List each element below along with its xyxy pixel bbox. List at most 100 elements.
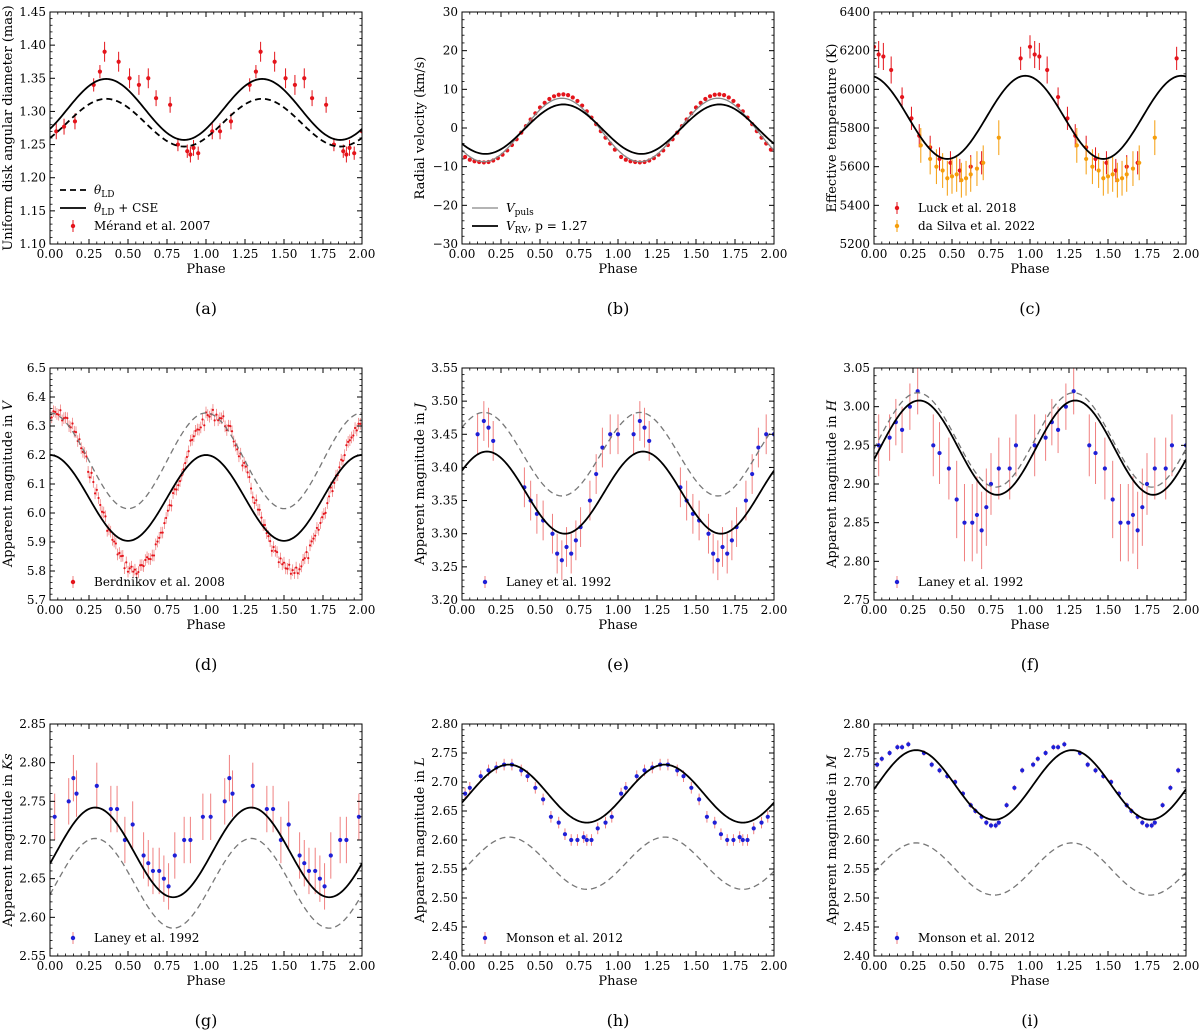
x-tick-label: 0.00	[861, 959, 888, 973]
chart-panel-b: 0.00 0.25 0.50 0.75 1.00 1.25 1.50 1.75 2.00 −30 −…	[413, 5, 787, 318]
data-point	[988, 823, 994, 828]
data-point	[230, 430, 234, 433]
y-axis-label: Apparent magnitude in J	[413, 402, 428, 566]
data-point	[348, 439, 351, 442]
data-point	[297, 853, 302, 858]
legend: Luck et al. 2018 da Silva et al. 2022	[894, 201, 1035, 233]
data-point	[128, 567, 131, 570]
data-point	[165, 516, 168, 520]
data-point	[104, 515, 107, 518]
data-point	[149, 557, 152, 561]
data-point	[203, 424, 206, 427]
data-point	[114, 806, 120, 812]
legend-swatch-marker	[894, 223, 900, 229]
plot-area	[874, 741, 1186, 896]
data-point	[227, 776, 232, 781]
data-point	[996, 466, 1001, 471]
data-point	[556, 92, 561, 97]
data-point	[102, 49, 107, 54]
y-tick-label: 5.9	[27, 535, 46, 549]
x-axis-label: Phase	[186, 618, 226, 633]
x-tick-label: 0.25	[76, 603, 103, 617]
x-tick-label: 0.00	[861, 603, 888, 617]
x-tick-label: 1.00	[605, 247, 632, 261]
data-point	[161, 531, 164, 534]
data-point	[996, 135, 1001, 140]
data-point	[1110, 497, 1115, 502]
legend-label: Monson et al. 2012	[506, 931, 623, 945]
x-tick-label: 1.75	[310, 247, 337, 261]
data-point	[72, 119, 78, 124]
x-tick-label: 0.50	[527, 247, 554, 261]
y-tick-label: 5800	[839, 121, 870, 135]
data-point	[347, 440, 350, 443]
x-tick-label: 1.25	[644, 959, 671, 973]
data-point	[931, 443, 936, 448]
series-line	[462, 836, 774, 890]
data-point	[555, 551, 560, 556]
data-point	[1124, 172, 1129, 177]
data-point	[133, 568, 137, 571]
data-point	[166, 509, 169, 512]
data-point	[1085, 762, 1090, 767]
y-tick-label: 2.40	[843, 949, 870, 963]
series-line	[874, 399, 1186, 496]
data-point	[359, 422, 362, 425]
data-point	[344, 837, 349, 843]
data-point	[269, 540, 272, 543]
data-point	[356, 814, 361, 819]
data-point	[171, 491, 175, 495]
data-point	[210, 129, 215, 134]
data-point	[717, 92, 722, 97]
data-point	[584, 837, 589, 843]
data-point	[187, 450, 190, 453]
legend: Berdnikov et al. 2008	[70, 575, 225, 589]
data-point	[1149, 823, 1154, 828]
data-point	[201, 418, 204, 421]
data-point	[185, 455, 189, 459]
data-point	[64, 416, 67, 419]
x-tick-label: 2.00	[349, 959, 376, 973]
x-tick-label: 0.75	[978, 247, 1005, 261]
panel-caption: (g)	[195, 1011, 218, 1030]
data-point	[467, 785, 472, 790]
data-point	[150, 868, 156, 874]
data-point	[970, 520, 975, 525]
data-point	[594, 471, 599, 477]
x-tick-label: 2.00	[761, 247, 788, 261]
x-tick-label: 0.00	[449, 247, 476, 261]
x-tick-label: 0.00	[449, 603, 476, 617]
data-point	[191, 438, 194, 441]
data-point	[196, 428, 199, 431]
data-point	[141, 853, 146, 858]
data-point	[729, 538, 734, 543]
series-line	[462, 763, 774, 824]
data-point	[270, 806, 276, 812]
data-point	[968, 172, 973, 177]
data-point	[899, 427, 905, 432]
data-point	[954, 172, 959, 177]
data-point	[333, 481, 336, 485]
x-tick-label: 0.50	[939, 247, 966, 261]
data-point	[302, 76, 307, 81]
data-point	[116, 553, 119, 556]
data-point	[954, 497, 959, 502]
chart-panel-d: 0.00 0.25 0.50 0.75 1.00 1.25 1.50 1.75 2.00 5.7 5…	[1, 361, 375, 674]
x-tick-label: 0.00	[861, 247, 888, 261]
data-point	[1135, 528, 1140, 533]
x-tick-label: 1.00	[193, 959, 220, 973]
y-tick-label: 2.40	[431, 949, 458, 963]
data-point	[286, 822, 291, 827]
data-point	[948, 160, 953, 165]
data-point	[108, 806, 113, 812]
data-point	[478, 774, 483, 779]
series-line	[874, 392, 1186, 488]
data-point	[1160, 803, 1165, 808]
data-point	[981, 160, 986, 165]
data-point	[151, 554, 154, 557]
data-point	[50, 416, 53, 419]
data-point	[615, 432, 621, 437]
x-axis-label: Phase	[598, 974, 638, 989]
data-point	[550, 531, 555, 536]
data-point	[979, 528, 984, 533]
